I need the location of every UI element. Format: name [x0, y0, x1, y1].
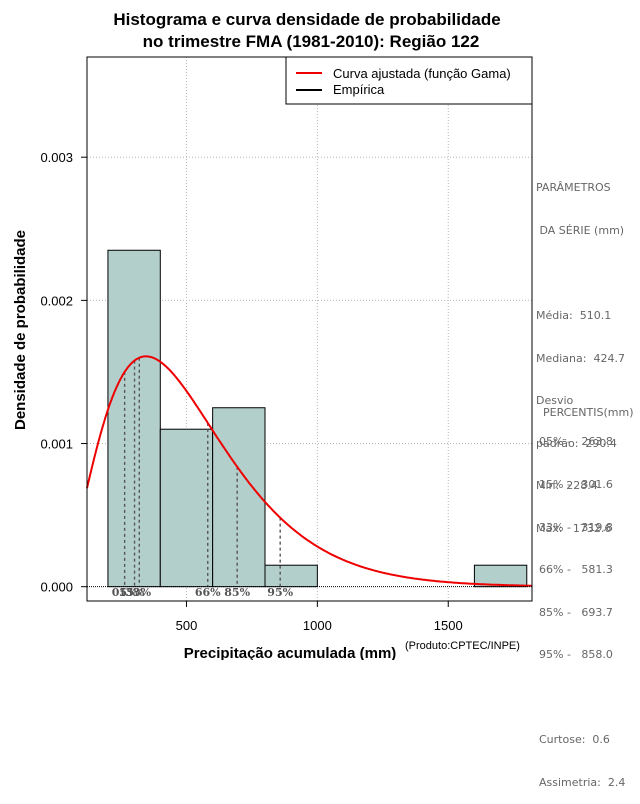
percentile-label-3: 66% — [195, 586, 221, 599]
percentile-label-2: 33% — [125, 586, 151, 599]
histogram-bar-3 — [264, 564, 318, 588]
params-panel: PARÂMETROS DA SÉRIE (mm) Média: 510.1 Me… — [536, 153, 625, 550]
percentil-95: 95% - 858.0 — [539, 648, 613, 662]
percentis-list: 05% - 263.8 15% - 301.6 33% - 319.8 66% … — [539, 407, 625, 804]
product-credit: (Produto:CPTEC/INPE) — [405, 640, 520, 652]
x-tick-label-0: 500 — [176, 618, 198, 633]
histogram-bar-2 — [212, 407, 266, 588]
x-axis-title: Precipitação acumulada (mm) — [184, 645, 397, 660]
percentil-66: 66% - 581.3 — [539, 563, 613, 577]
y-tick-label-0: 0.000 — [40, 580, 73, 595]
x-axis-ticks: 500 1000 1500 — [176, 601, 463, 633]
percentile-lines — [123, 357, 281, 587]
histogram-chart: Histograma e curva densidade de probabil… — [12, 10, 533, 660]
percentis-panel: PERCENTIS(mm) — [543, 378, 634, 435]
y-tick-label-1: 0.001 — [40, 437, 73, 452]
y-tick-label-3: 0.003 — [40, 150, 73, 165]
params-header-line2: DA SÉRIE (mm) — [536, 224, 625, 238]
params-min: Mín: 228.4 — [536, 479, 598, 493]
y-axis-title: Densidade de probabilidade — [12, 230, 29, 430]
params-mean: Média: 510.1 — [536, 309, 612, 323]
percentil-05: 05% - 263.8 — [539, 435, 613, 449]
percentile-label-5: 95% — [267, 586, 293, 599]
legend-label-empirical: Empírica — [333, 82, 385, 97]
percentil-85: 85% - 693.7 — [539, 605, 613, 619]
legend-label-fit: Curva ajustada (função Gama) — [333, 66, 511, 81]
histogram-bars — [107, 249, 528, 588]
params-max: Máx: 1732.6 — [536, 522, 612, 536]
params-stddev: padrão: 290.4 — [536, 436, 617, 450]
params-median: Mediana: 424.7 — [536, 351, 625, 365]
params-header-line1: PARÂMETROS — [536, 181, 611, 195]
skewness: Assimetria: 2.4 — [539, 776, 626, 790]
gamma-fit-curve — [86, 355, 532, 587]
percentil-33: 33% - 319.8 — [539, 520, 613, 534]
params-stddev-label: Desvio — [536, 394, 574, 408]
x-tick-label-1: 1000 — [303, 618, 332, 633]
chart-title-line1: Histograma e curva densidade de probabil… — [113, 10, 500, 29]
percentile-label-0: 05% — [112, 586, 138, 599]
x-tick-label-2: 1500 — [434, 618, 463, 633]
kurtosis: Curtose: 0.6 — [539, 733, 610, 747]
y-tick-label-2: 0.002 — [40, 293, 73, 308]
chart-title-line2: no trimestre FMA (1981-2010): Região 122 — [143, 32, 480, 51]
percentile-axis-labels: 05%15%33% 66% 85% 95% — [112, 586, 294, 599]
percentil-15: 15% - 301.6 — [539, 478, 613, 492]
percentile-label-4: 85% — [224, 586, 250, 599]
y-axis-ticks: 0.000 0.001 0.002 0.003 — [40, 150, 87, 595]
percentis-header: PERCENTIS(mm) — [543, 406, 634, 420]
legend-box — [285, 56, 533, 105]
legend: Curva ajustada (função Gama) Empírica — [285, 56, 533, 105]
histogram-bar-1 — [159, 428, 214, 588]
histogram-bar-4 — [473, 564, 528, 588]
percentile-label-1: 15% — [119, 586, 145, 599]
